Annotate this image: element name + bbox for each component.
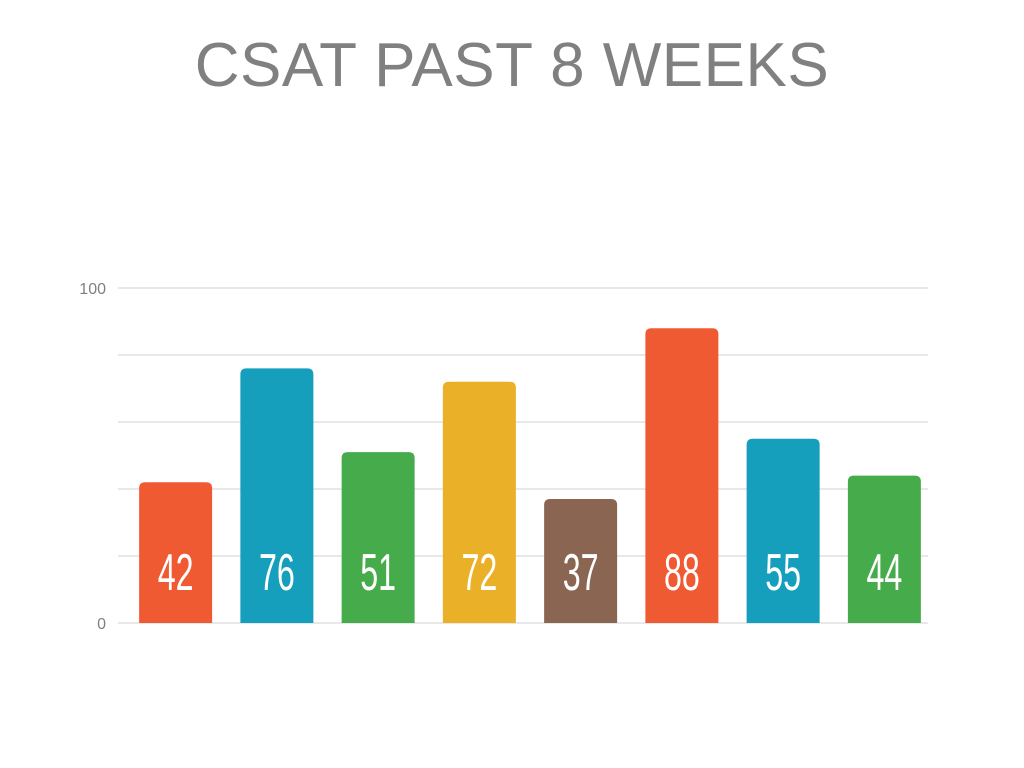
y-tick-label: 100 <box>79 281 106 298</box>
bar-value-label: 55 <box>765 544 801 602</box>
bar <box>645 328 719 623</box>
y-tick-label: 0 <box>97 616 106 633</box>
bar-value-label: 51 <box>360 544 396 602</box>
bar-value-label: 42 <box>158 544 194 602</box>
bar <box>847 475 921 623</box>
bar-value-label: 37 <box>563 544 599 602</box>
bar <box>341 452 415 623</box>
bar <box>746 438 820 623</box>
bar <box>139 482 213 623</box>
bar-value-label: 76 <box>259 544 295 602</box>
bar <box>240 368 314 623</box>
bar-value-label: 44 <box>866 544 902 602</box>
bar-value-label: 72 <box>461 544 497 602</box>
bars: 42 76 51 72 37 88 55 44 <box>139 328 921 623</box>
bar <box>442 381 516 623</box>
chart-title: CSAT PAST 8 WEEKS <box>194 31 830 100</box>
bar <box>544 499 618 623</box>
bar-value-label: 88 <box>664 544 700 602</box>
